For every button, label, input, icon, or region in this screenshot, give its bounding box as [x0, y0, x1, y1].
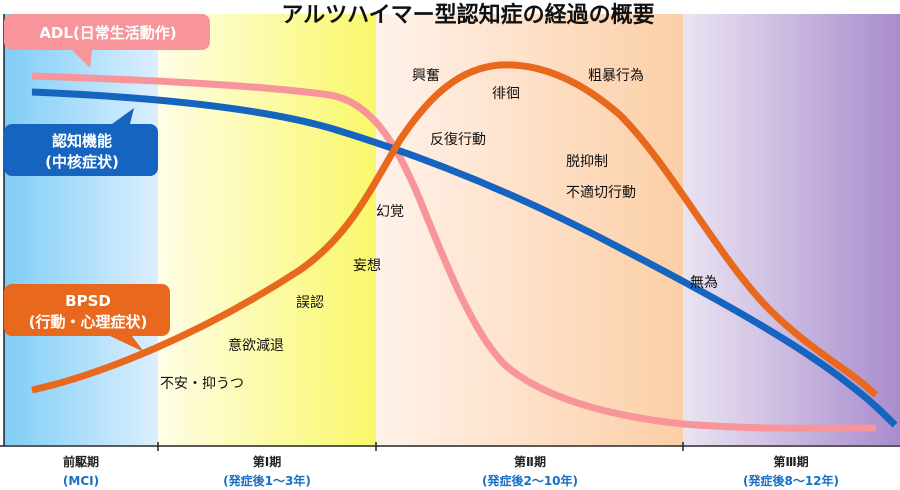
phase-period: (発症後1～3年): [223, 473, 311, 488]
symptom-label: 意欲減退: [228, 337, 284, 354]
phase-band-2: [376, 14, 683, 445]
symptom-label: 脱抑制: [566, 154, 608, 170]
phase-period: (発症後2～10年): [482, 473, 578, 488]
cognition-callout: 認知機能 (中核症状): [4, 108, 158, 176]
symptom-label: 徘徊: [492, 86, 520, 102]
symptom-label: 不適切行動: [566, 184, 636, 201]
adl-callout: ADL(日常生活動作): [4, 14, 210, 68]
symptom-label: 不安・抑うつ: [160, 376, 244, 392]
cognition-callout-line1: 認知機能: [52, 132, 112, 150]
bpsd-callout-line2: (行動・心理症状): [29, 313, 148, 331]
symptom-label: 無為: [690, 275, 718, 291]
symptom-label: 誤認: [296, 295, 324, 311]
symptom-label: 反復行動: [430, 131, 486, 148]
symptom-label: 幻覚: [376, 204, 404, 220]
adl-callout-text: ADL(日常生活動作): [39, 24, 176, 42]
phase-period: (発症後8～12年): [743, 473, 839, 488]
diagram-title: アルツハイマー型認知症の経過の概要: [281, 2, 654, 28]
adl-curve: [31, 72, 877, 432]
phase-ticks: [157, 442, 684, 451]
bpsd-curve: [31, 61, 879, 398]
symptom-label: 粗暴行為: [588, 68, 644, 84]
phase-name: 前駆期: [63, 454, 99, 469]
phase-band-3: [683, 14, 900, 445]
cognition-callout-line2: (中核症状): [45, 153, 119, 171]
phase-name: 第Ⅱ期: [514, 454, 546, 469]
bpsd-callout-line1: BPSD: [65, 292, 111, 310]
phase-name: 第Ⅲ期: [773, 454, 808, 469]
phase-labels: 前駆期 (MCI) 第Ⅰ期 (発症後1～3年) 第Ⅱ期 (発症後2～10年) 第Ⅲ期 (発症後…: [63, 454, 839, 488]
cognition-curve: [31, 88, 898, 428]
phase-period: (MCI): [63, 474, 99, 488]
symptom-label: 興奮: [412, 68, 440, 84]
phase-name: 第Ⅰ期: [253, 454, 281, 469]
symptom-label: 妄想: [353, 258, 381, 274]
bpsd-callout: BPSD (行動・心理症状): [4, 284, 170, 352]
